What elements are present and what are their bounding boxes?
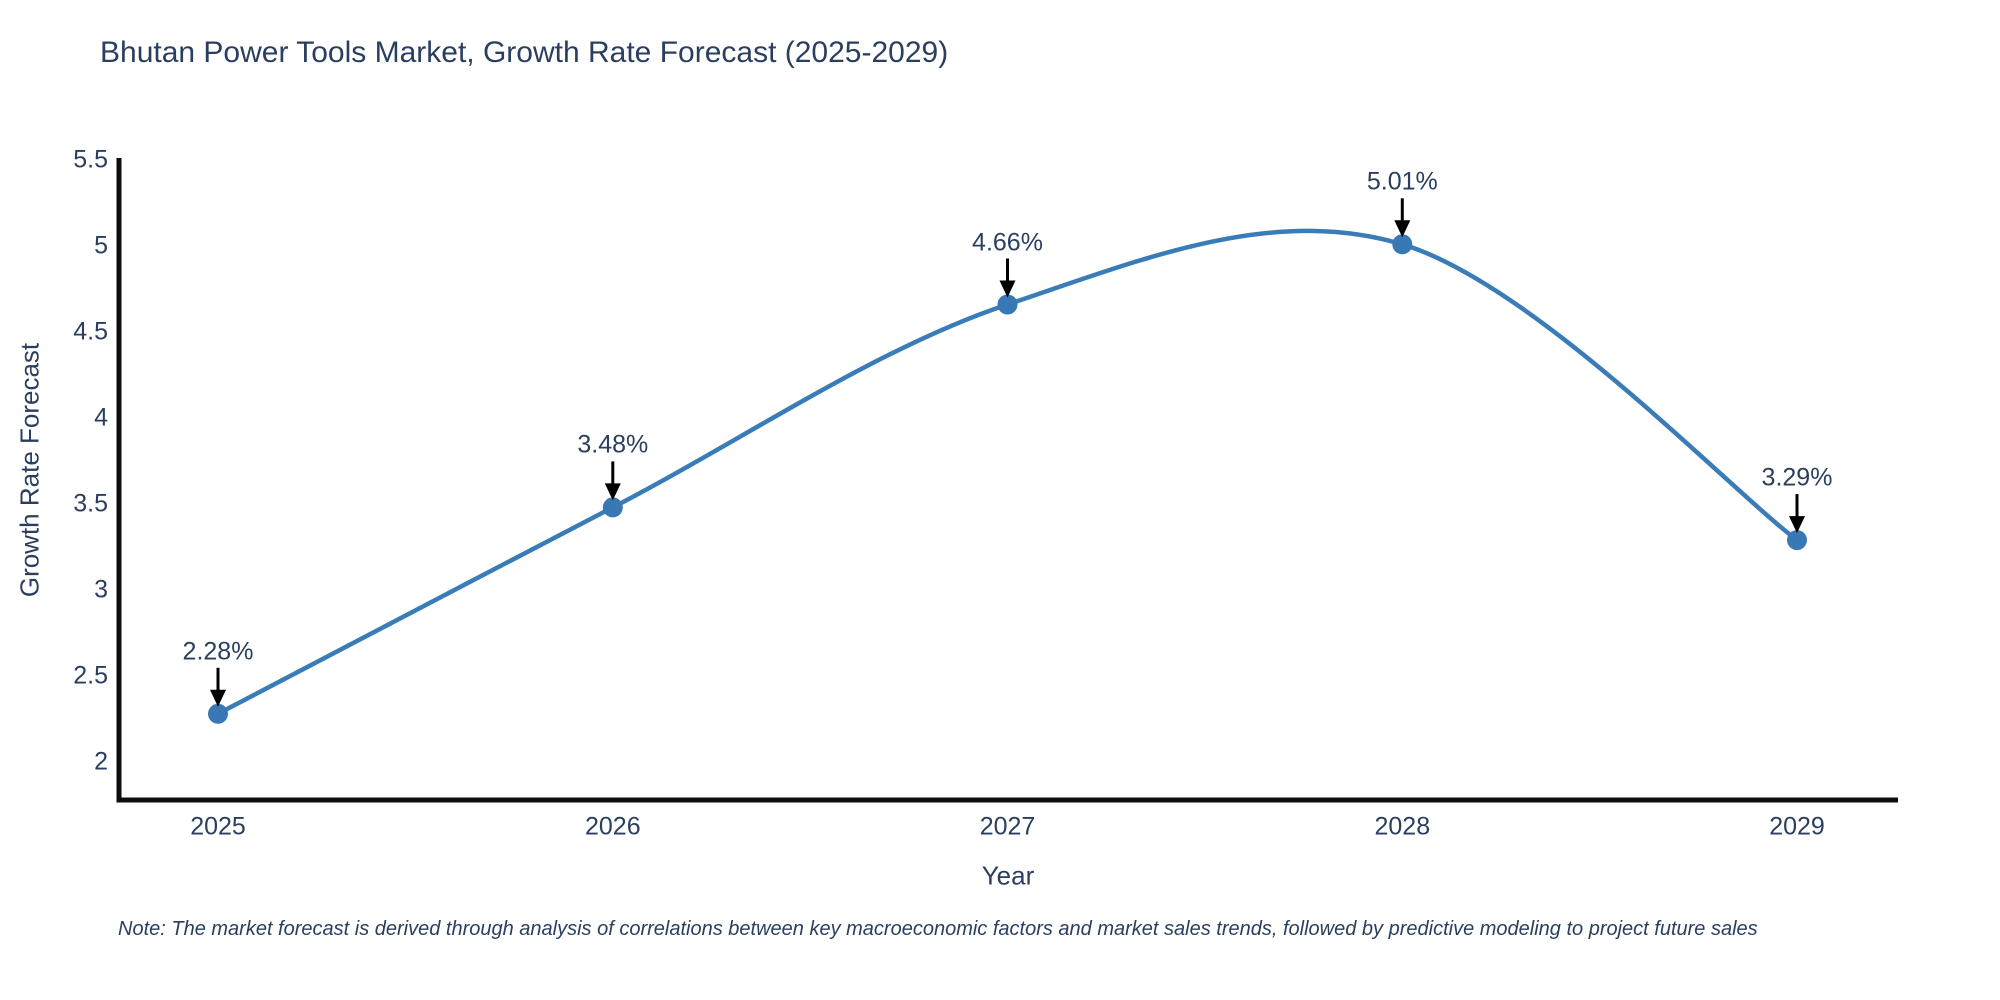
annotation-arrow-head — [604, 483, 621, 501]
data-point-marker — [1787, 530, 1807, 551]
annotation-arrow-head — [210, 689, 226, 707]
footnote: Note: The market forecast is derived thr… — [118, 918, 1758, 940]
point-value-label: 2.28% — [182, 637, 254, 666]
annotation-arrow-head — [1394, 220, 1411, 238]
y-tick-label: 5.5 — [73, 145, 108, 174]
point-value-label: 3.29% — [1761, 463, 1833, 492]
y-tick-label: 2.5 — [73, 661, 108, 690]
point-value-label: 3.48% — [577, 430, 649, 459]
x-tick-label: 2027 — [979, 812, 1036, 841]
x-tick-label: 2025 — [190, 812, 246, 841]
point-value-label: 5.01% — [1366, 167, 1438, 196]
x-tick-label: 2029 — [1769, 812, 1825, 841]
y-tick-label: 2 — [94, 747, 108, 776]
y-tick-label: 3.5 — [73, 489, 108, 518]
point-value-label: 4.66% — [972, 228, 1043, 256]
data-point-marker — [208, 703, 228, 724]
y-tick-label: 4 — [94, 403, 108, 432]
y-tick-label: 5 — [94, 231, 108, 260]
x-axis-title: Year — [981, 860, 1035, 891]
x-tick-label: 2028 — [1374, 812, 1431, 841]
data-point-marker — [1392, 234, 1413, 255]
annotation-arrow-head — [1789, 516, 1805, 534]
data-point-marker — [997, 294, 1018, 315]
y-tick-label: 4.5 — [73, 317, 108, 346]
y-tick-label: 3 — [94, 575, 108, 604]
annotation-arrow-head — [999, 280, 1016, 298]
data-point-marker — [602, 497, 623, 518]
x-tick-label: 2026 — [584, 812, 641, 841]
chart-title: Bhutan Power Tools Market, Growth Rate F… — [100, 36, 949, 69]
